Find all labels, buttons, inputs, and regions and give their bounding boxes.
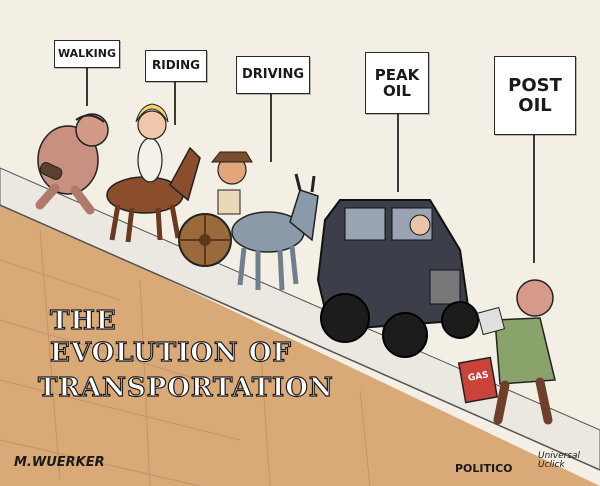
curb-line (0, 204, 600, 471)
walking-sign-post (86, 66, 88, 106)
publisher-credit: POLITICO (455, 462, 513, 475)
ground-texture (0, 229, 371, 486)
title-line-3: TRANSPORTATION (37, 372, 334, 403)
sign-walking: WALKING (54, 40, 120, 68)
driving-sign-post (270, 92, 272, 162)
artist-signature: M.WUERKER (14, 455, 105, 470)
suv-figure (316, 199, 479, 358)
riding-sign-post (174, 80, 176, 125)
gas-can-man-figure (457, 279, 556, 425)
sign-riding: RIDING (145, 50, 207, 82)
title-line-2: EVOLUTION OF (49, 337, 292, 368)
horse-rider-figure (106, 103, 201, 243)
sign-driving: DRIVING (236, 56, 310, 94)
donkey-cart-figure (178, 151, 319, 291)
syndicate-credit: Universal Uclick (538, 451, 581, 470)
title-line-1: THE (49, 305, 117, 336)
sign-post-oil: POST OIL (494, 56, 576, 135)
post-oil-sign-post (533, 133, 535, 263)
sign-peak-oil: PEAK OIL (365, 52, 429, 114)
caveman-figure (35, 113, 109, 215)
peak-oil-sign-post (397, 112, 399, 192)
